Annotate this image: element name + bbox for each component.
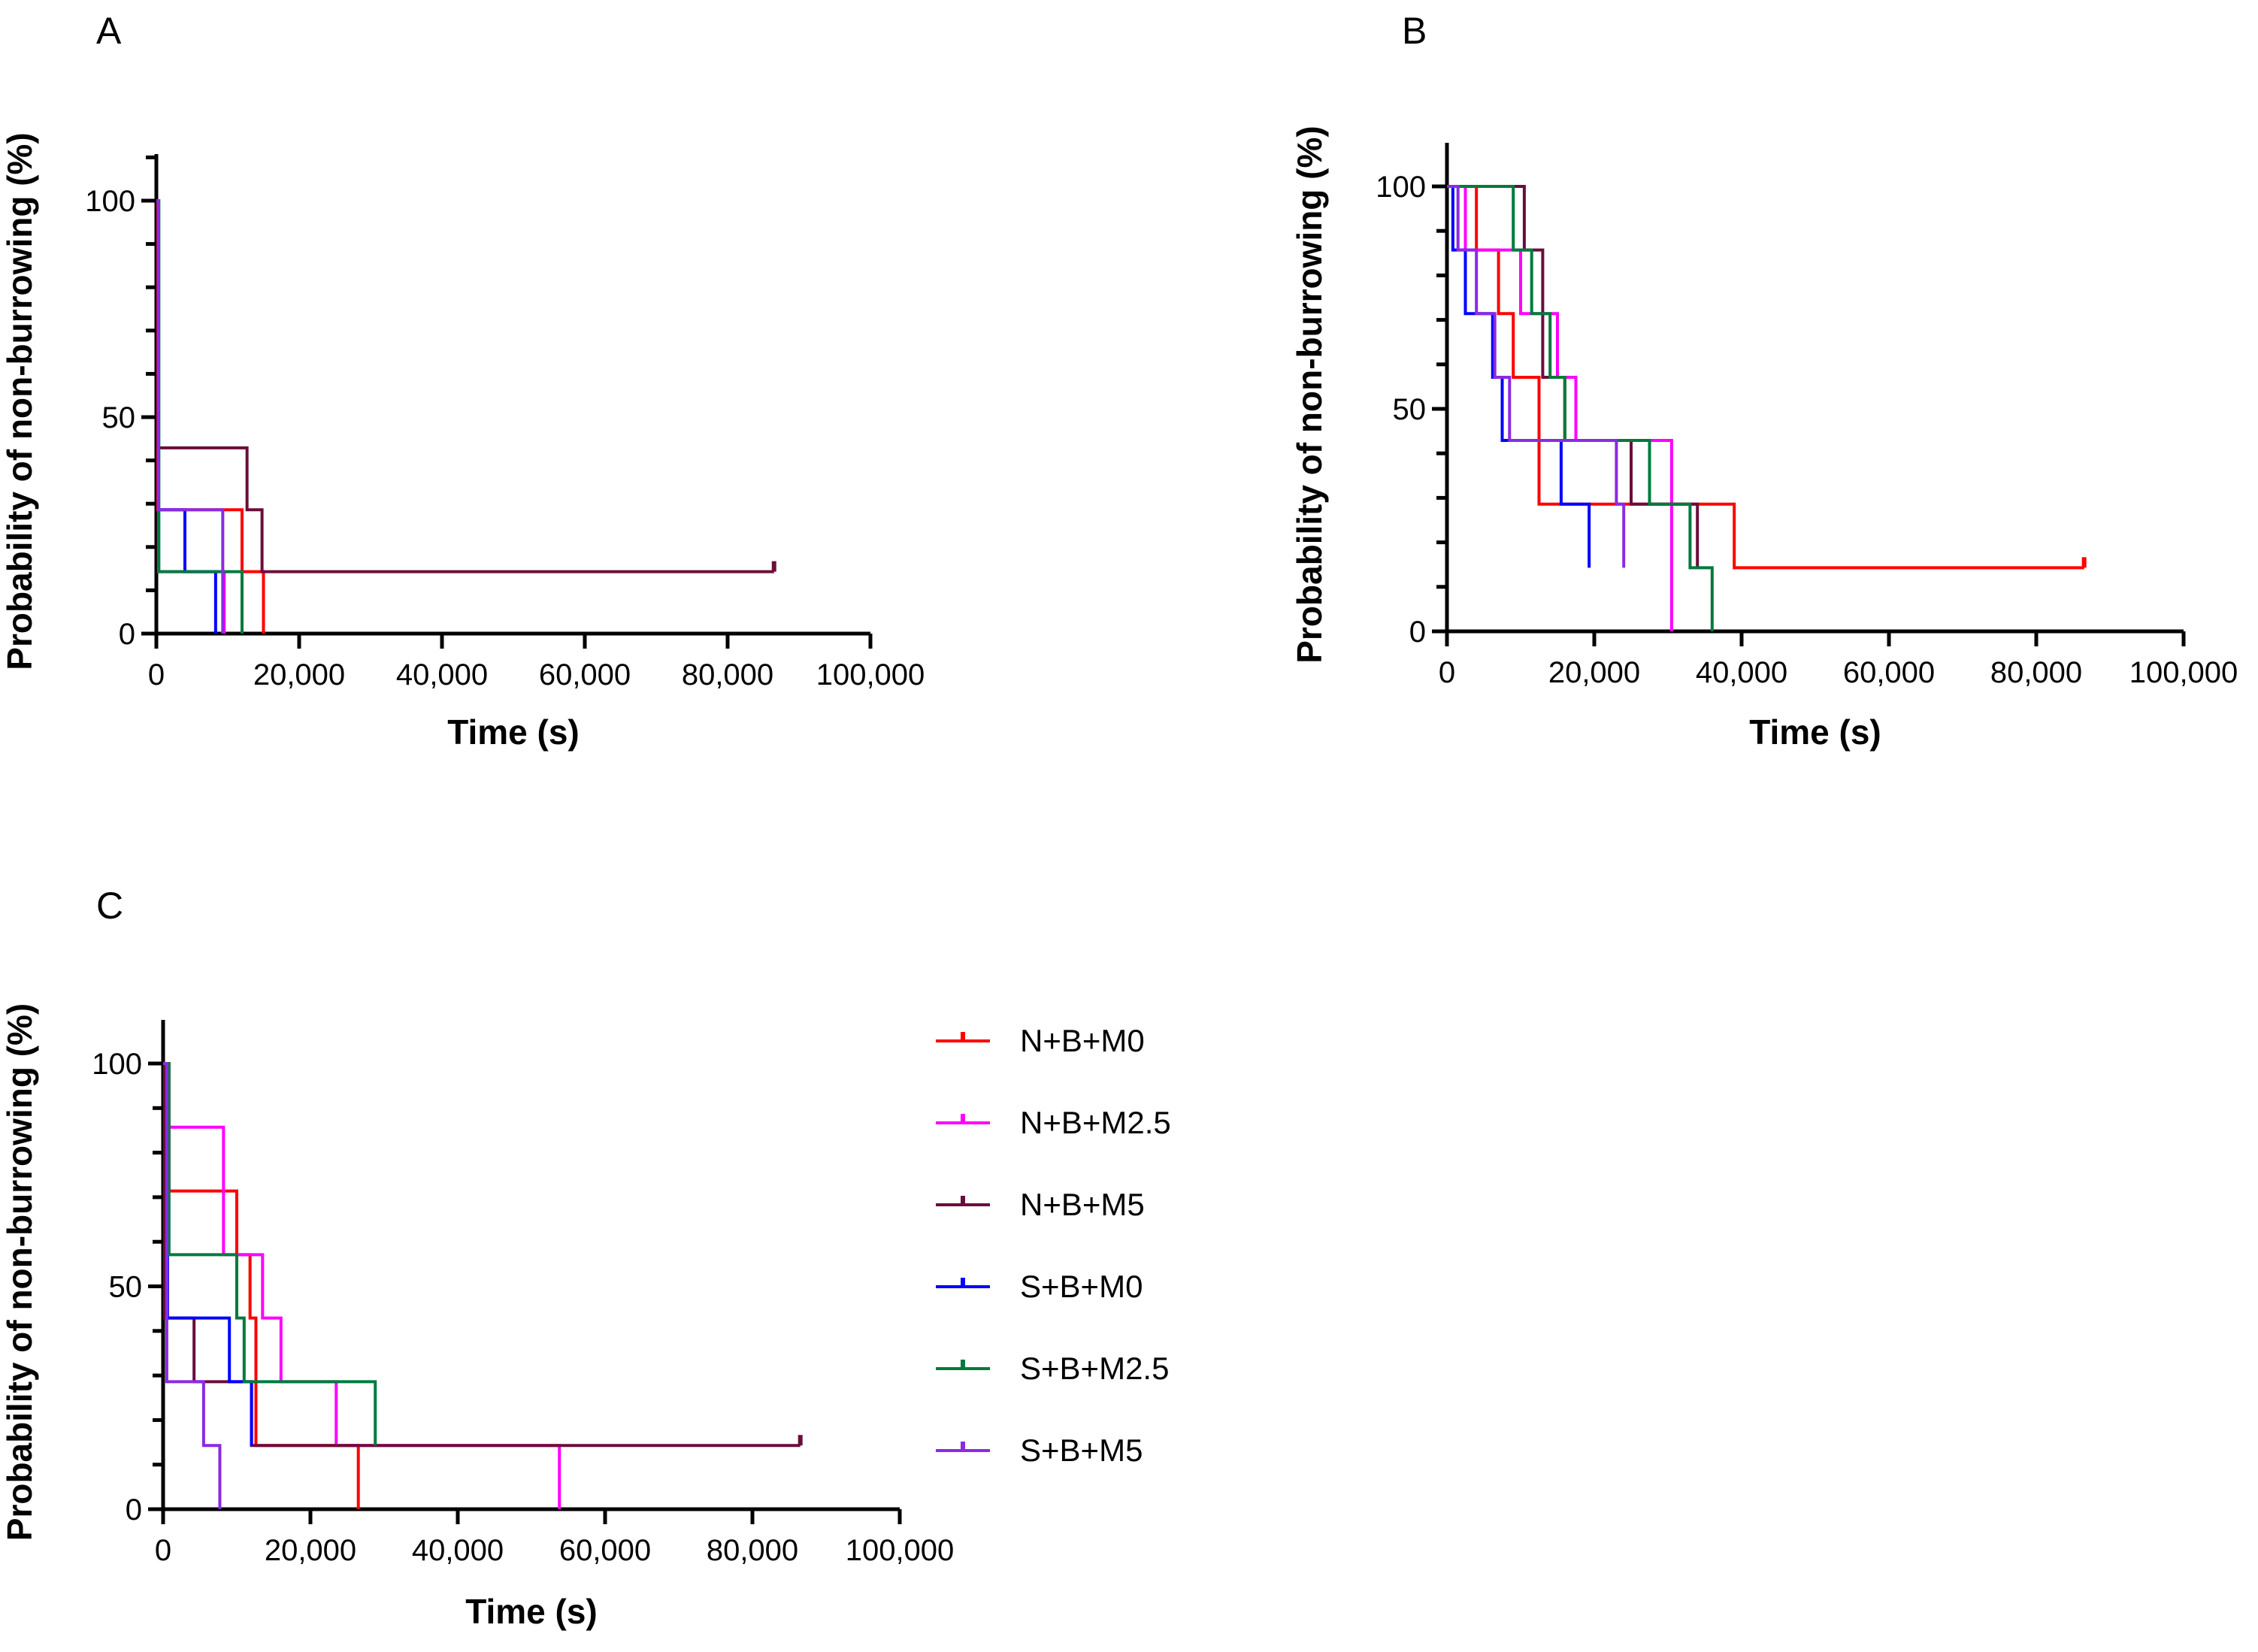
panel-letter: A: [96, 10, 122, 52]
y-axis-title: Probability of non-burrowing (%): [0, 132, 39, 670]
legend-label: N+B+M0: [1020, 1023, 1145, 1058]
x-axis-title: Time (s): [447, 713, 580, 752]
y-tick-label: 0: [119, 618, 135, 651]
series-line-s-b-m5: [163, 1064, 219, 1509]
panel-a: A 0 50 100 0 20,000 40,000 60,000 80,000 100,000 T…: [0, 10, 925, 752]
series-line-n-b-m2-5: [1447, 186, 1672, 631]
x-axis-title: Time (s): [465, 1592, 598, 1631]
legend-label: S+B+M5: [1020, 1433, 1143, 1468]
x-tick-label: 60,000: [539, 658, 631, 691]
y-tick-label: 50: [109, 1271, 143, 1304]
series-line-n-b-m2-5: [163, 1064, 559, 1509]
x-tick-label: 20,000: [265, 1534, 356, 1567]
y-axis-title: Probability of non-burrowing (%): [1290, 126, 1329, 663]
panel-letter: B: [1402, 10, 1427, 52]
series-line-n-b-m5: [156, 201, 774, 572]
panel-letter: C: [96, 885, 123, 927]
x-tick-label: 80,000: [682, 658, 773, 691]
y-tick-label: 100: [1376, 171, 1426, 204]
x-tick-label: 40,000: [1696, 656, 1787, 689]
x-tick-label: 20,000: [1548, 656, 1640, 689]
y-tick-label: 100: [85, 185, 135, 218]
x-tick-label: 20,000: [253, 658, 345, 691]
legend: N+B+M0 N+B+M2.5 N+B+M5 S+B+M0 S+B+M2.5 S+B+M5: [936, 1023, 1171, 1468]
legend-label: N+B+M2.5: [1020, 1105, 1171, 1140]
panel-c: C 0 50 100 0 20,000 40,000 60,000 80,000 100,000 T…: [0, 885, 954, 1631]
legend-label: S+B+M0: [1020, 1269, 1143, 1304]
legend-label: N+B+M5: [1020, 1187, 1145, 1222]
x-tick-label: 0: [148, 658, 165, 691]
series-line-s-b-m0: [156, 201, 216, 634]
x-tick-label: 100,000: [2129, 656, 2238, 689]
series-line-s-b-m2-5: [156, 201, 242, 634]
x-tick-label: 100,000: [846, 1534, 955, 1567]
series-line-n-b-m0: [156, 201, 264, 634]
x-tick-label: 80,000: [707, 1534, 798, 1567]
x-tick-label: 0: [155, 1534, 171, 1567]
x-tick-label: 40,000: [396, 658, 488, 691]
series-line-s-b-m5: [156, 201, 222, 634]
series-line-n-b-m2-5: [156, 201, 224, 634]
x-axis-title: Time (s): [1749, 713, 1881, 752]
x-tick-label: 60,000: [1843, 656, 1935, 689]
x-tick-label: 100,000: [816, 658, 925, 691]
x-tick-label: 40,000: [412, 1534, 504, 1567]
legend-label: S+B+M2.5: [1020, 1351, 1169, 1386]
x-tick-label: 80,000: [1990, 656, 2082, 689]
y-tick-label: 0: [1409, 616, 1426, 649]
figure-canvas: A 0 50 100 0 20,000 40,000 60,000 80,000 100,000 T…: [0, 0, 2258, 1652]
y-tick-label: 50: [102, 401, 136, 434]
y-tick-label: 0: [126, 1493, 142, 1526]
y-tick-label: 50: [1393, 393, 1427, 426]
x-tick-label: 0: [1439, 656, 1455, 689]
y-axis-title: Probability of non-burrowing (%): [0, 1003, 39, 1541]
series-line-s-b-m2-5: [163, 1064, 375, 1445]
y-tick-label: 100: [92, 1048, 142, 1081]
series-line-n-b-m0: [163, 1064, 359, 1509]
panel-b: B 0 50 100 0 20,000 40,000 60,000 80,000 100,000 T…: [1290, 10, 2238, 752]
x-tick-label: 60,000: [559, 1534, 651, 1567]
